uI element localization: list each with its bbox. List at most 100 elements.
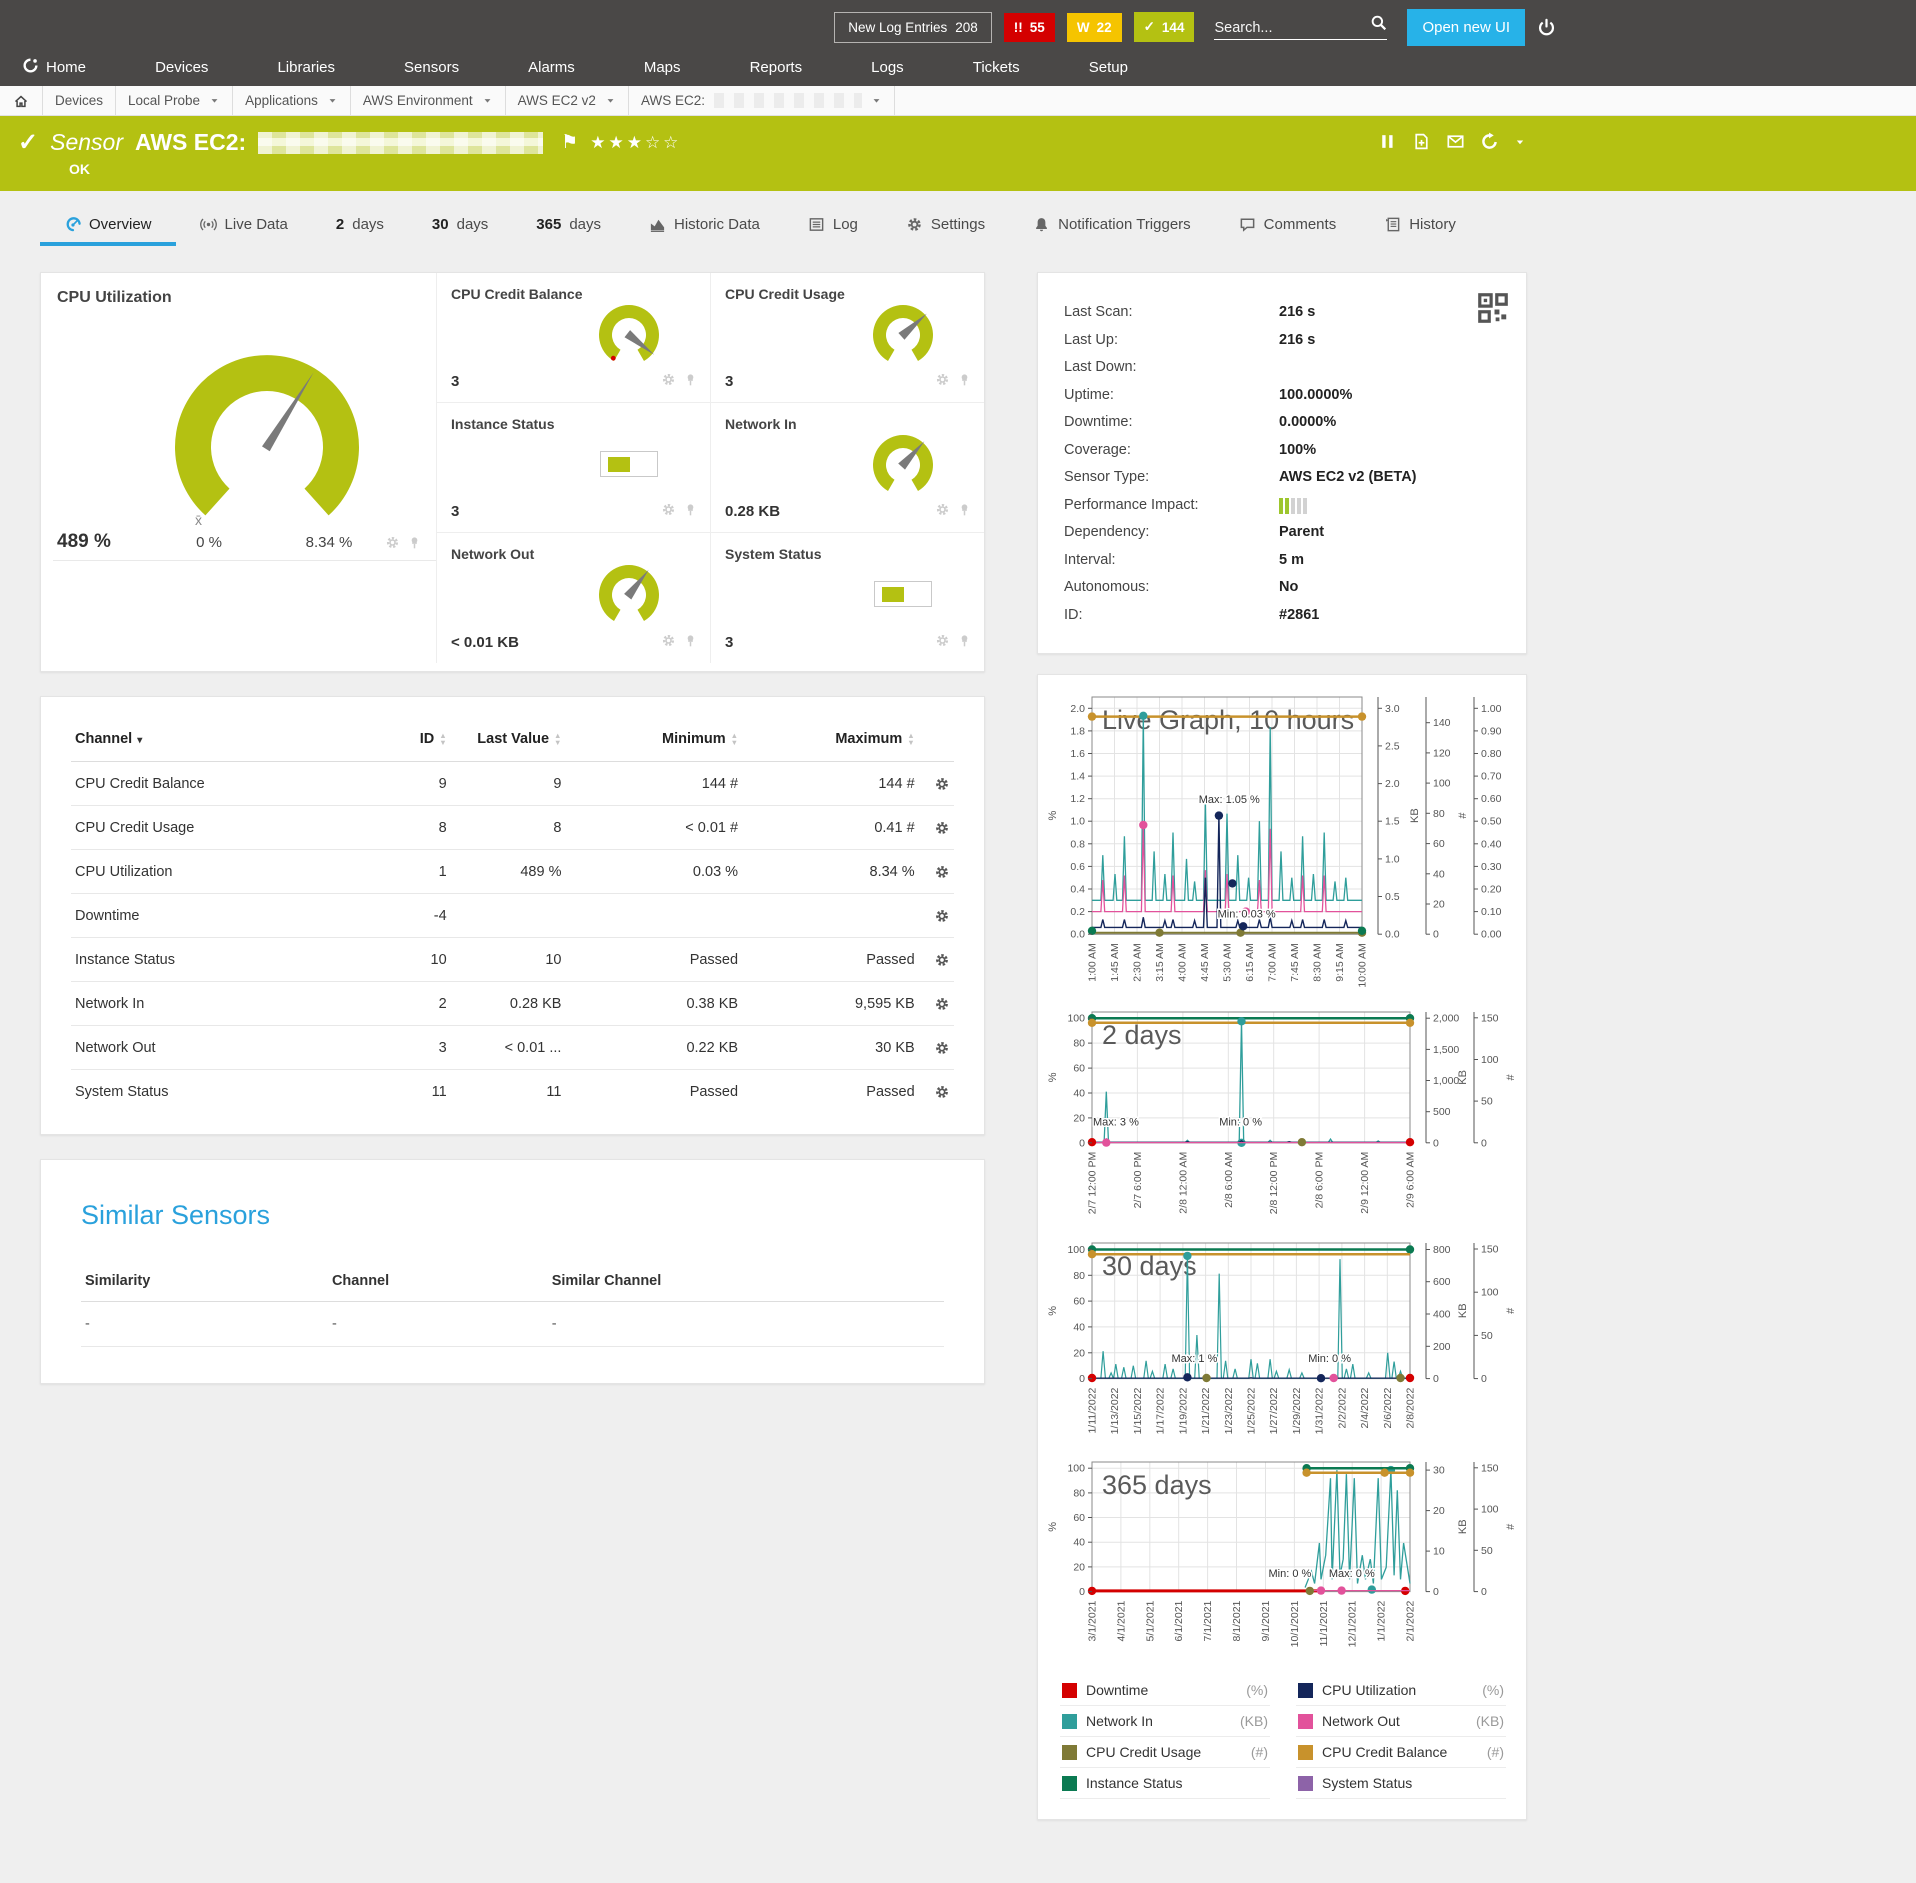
tab-comments[interactable]: Comments bbox=[1215, 205, 1361, 246]
sort-arrows-icon[interactable]: ▲ ▼ bbox=[554, 731, 562, 748]
chevron-down-icon[interactable] bbox=[482, 95, 493, 106]
tab-settings[interactable]: Settings bbox=[882, 205, 1009, 246]
refresh-icon[interactable] bbox=[1480, 132, 1499, 151]
tab-days[interactable]: 365 days bbox=[512, 205, 625, 246]
pin-icon[interactable] bbox=[957, 372, 972, 392]
impact-bar bbox=[1291, 497, 1295, 514]
breadcrumb-item[interactable]: Devices bbox=[43, 86, 117, 115]
detail-row: Coverage: 100% bbox=[1064, 437, 1502, 465]
nav-item-libraries[interactable]: Libraries bbox=[269, 59, 343, 76]
tab-days[interactable]: 2 days bbox=[312, 205, 408, 246]
alarm-warning-badge[interactable]: W 22 bbox=[1066, 12, 1122, 42]
nav-item-home[interactable]: Home bbox=[14, 57, 94, 78]
tab-log[interactable]: Log bbox=[784, 205, 882, 246]
svg-text:150: 150 bbox=[1481, 1012, 1499, 1024]
chevron-down-icon[interactable] bbox=[327, 95, 338, 106]
column-header-minimum[interactable]: Minimum ▲ ▼ bbox=[565, 721, 743, 762]
nav-item-label: Devices bbox=[155, 58, 209, 76]
sort-caret-icon[interactable]: ▾ bbox=[137, 735, 143, 746]
gear-icon[interactable] bbox=[923, 952, 950, 968]
gear-icon[interactable] bbox=[923, 1040, 950, 1056]
new-log-entries-button[interactable]: New Log Entries 208 bbox=[834, 11, 992, 43]
nav-item-reports[interactable]: Reports bbox=[742, 59, 811, 76]
gear-icon[interactable] bbox=[385, 535, 400, 555]
svg-text:10:00 AM: 10:00 AM bbox=[1357, 943, 1369, 987]
tile-value: 3 bbox=[451, 373, 460, 390]
tab-live-data[interactable]: Live Data bbox=[176, 205, 312, 246]
nav-item-alarms[interactable]: Alarms bbox=[520, 59, 583, 76]
gear-icon bbox=[662, 373, 675, 386]
gear-icon[interactable] bbox=[923, 776, 950, 792]
gear-icon[interactable] bbox=[661, 633, 676, 653]
gear-icon[interactable] bbox=[923, 820, 950, 836]
gear-icon[interactable] bbox=[923, 996, 950, 1012]
svg-text:0.2: 0.2 bbox=[1070, 906, 1085, 918]
nav-item-sensors[interactable]: Sensors bbox=[396, 59, 467, 76]
gear-icon[interactable] bbox=[935, 372, 950, 392]
breadcrumb-item[interactable]: AWS Environment bbox=[351, 86, 506, 115]
gear-icon[interactable] bbox=[935, 633, 950, 653]
report-icon[interactable] bbox=[1412, 132, 1431, 151]
column-header-channel[interactable]: Channel ▾ bbox=[71, 721, 372, 762]
chevron-down-icon[interactable] bbox=[209, 95, 220, 106]
breadcrumb-item[interactable]: Applications bbox=[233, 86, 351, 115]
column-header-label: Last Value bbox=[477, 731, 550, 747]
sort-arrows-icon[interactable]: ▲ ▼ bbox=[439, 731, 447, 748]
tab-overview[interactable]: Overview bbox=[40, 205, 176, 246]
sort-arrows-icon[interactable]: ▲ ▼ bbox=[730, 731, 739, 748]
nav-item-devices[interactable]: Devices bbox=[147, 59, 216, 76]
alarm-ok-badge[interactable]: ✓ 144 bbox=[1133, 12, 1195, 42]
qr-code-icon[interactable] bbox=[1476, 291, 1510, 330]
tab-historic-data[interactable]: Historic Data bbox=[625, 205, 784, 246]
tab-history[interactable]: History bbox=[1360, 205, 1480, 246]
chevron-down-icon[interactable] bbox=[871, 95, 882, 106]
email-icon[interactable] bbox=[1446, 132, 1465, 151]
legend-item-network-out: Network Out (KB) bbox=[1296, 1706, 1506, 1737]
gear-icon[interactable] bbox=[923, 864, 950, 880]
flag-icon[interactable]: ⚑ bbox=[561, 132, 579, 153]
tab-notification-triggers[interactable]: Notification Triggers bbox=[1009, 205, 1215, 246]
gear-icon[interactable] bbox=[661, 372, 676, 392]
nav-item-maps[interactable]: Maps bbox=[636, 59, 689, 76]
svg-text:0.90: 0.90 bbox=[1481, 725, 1502, 737]
nav-item-logs[interactable]: Logs bbox=[863, 59, 912, 76]
graph-30-days[interactable]: 30 days Max: 1 % Min: 0 % 0 20 40 60 80 100% 0 200… bbox=[1046, 1237, 1522, 1448]
column-header-id[interactable]: ID ▲ ▼ bbox=[371, 721, 451, 762]
svg-text:1/21/2022: 1/21/2022 bbox=[1200, 1387, 1212, 1434]
breadcrumb-item[interactable]: Local Probe bbox=[116, 86, 234, 115]
breadcrumb-home-icon[interactable] bbox=[0, 86, 43, 115]
nav-item-label: Maps bbox=[643, 58, 681, 76]
pin-icon[interactable] bbox=[957, 633, 972, 653]
pin-icon[interactable] bbox=[957, 502, 972, 522]
cell-actions bbox=[918, 761, 954, 806]
nav-item-setup[interactable]: Setup bbox=[1081, 59, 1136, 76]
search-input[interactable] bbox=[1214, 20, 1365, 36]
open-new-ui-button[interactable]: Open new UI bbox=[1407, 8, 1525, 46]
legend-unit: (%) bbox=[1246, 1682, 1268, 1698]
chevron-down-icon[interactable] bbox=[605, 95, 616, 106]
nav-item-tickets[interactable]: Tickets bbox=[965, 59, 1028, 76]
gear-icon[interactable] bbox=[923, 1084, 950, 1100]
pause-icon[interactable] bbox=[1378, 132, 1397, 151]
chevron-down-icon[interactable] bbox=[1514, 136, 1526, 148]
breadcrumb-item[interactable]: AWS EC2 v2 bbox=[506, 86, 629, 115]
gear-icon[interactable] bbox=[935, 502, 950, 522]
logout-power-icon[interactable] bbox=[1537, 18, 1556, 37]
search-icon[interactable] bbox=[1370, 14, 1387, 36]
priority-stars[interactable]: ★★★☆☆ bbox=[590, 132, 682, 152]
gear-icon[interactable] bbox=[661, 502, 676, 522]
pin-icon[interactable] bbox=[683, 633, 698, 653]
alarm-error-badge[interactable]: !! 55 bbox=[1003, 12, 1055, 42]
pin-icon[interactable] bbox=[407, 535, 422, 555]
pin-icon[interactable] bbox=[683, 372, 698, 392]
gear-icon[interactable] bbox=[923, 908, 950, 924]
graph-2-days[interactable]: 2 days Max: 3 % Min: 0 % 0 20 40 60 80 100% 0 500 1… bbox=[1046, 1006, 1522, 1229]
breadcrumb-item[interactable]: AWS EC2: bbox=[629, 86, 895, 115]
column-header-last-value[interactable]: Last Value ▲ ▼ bbox=[450, 721, 566, 762]
graph-365-days[interactable]: 365 days Min: 0 % Max: 0 % 0 20 40 60 80 100% 0 10… bbox=[1046, 1456, 1522, 1661]
pin-icon[interactable] bbox=[683, 502, 698, 522]
live-graph-10-hours[interactable]: Live Graph, 10 hours Max: 1.05 % Min: 0.03… bbox=[1046, 691, 1522, 998]
sort-arrows-icon[interactable]: ▲ ▼ bbox=[907, 731, 915, 748]
column-header-maximum[interactable]: Maximum ▲ ▼ bbox=[742, 721, 919, 762]
tab-days[interactable]: 30 days bbox=[408, 205, 512, 246]
